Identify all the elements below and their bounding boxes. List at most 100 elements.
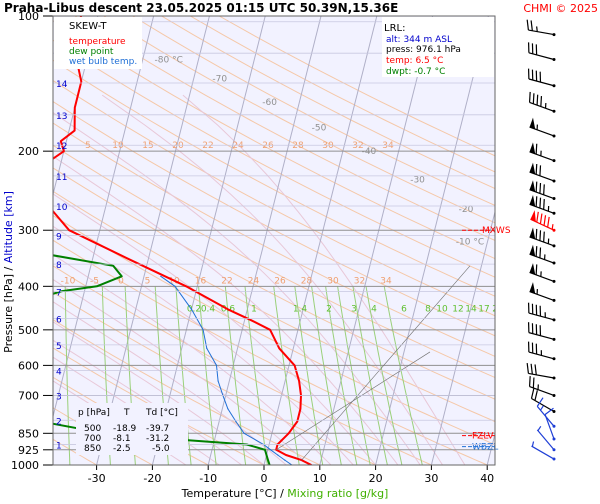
moist-adiabat-label: -80 °C xyxy=(155,56,183,66)
table-cell-p-700: 700 xyxy=(84,434,101,444)
wind-barb-station xyxy=(553,458,556,461)
legend-dew-point: dew point xyxy=(69,47,114,57)
table-cell-td-500: -39.7 xyxy=(146,424,169,434)
series-point xyxy=(284,460,285,461)
series-point xyxy=(69,230,70,231)
wind-barb-flag xyxy=(530,92,531,102)
pressure-tick-label: 850 xyxy=(18,427,39,440)
mixing-ratio-label: 1 xyxy=(251,305,257,315)
wind-barb-station xyxy=(553,299,556,302)
altitude-tick-label: 14 xyxy=(56,80,68,90)
theta-label: 34 xyxy=(382,141,394,151)
series-point xyxy=(267,460,268,461)
wind-barb-flag xyxy=(535,390,537,400)
pressure-tick-label: 500 xyxy=(18,324,39,337)
wind-barb-half-flag xyxy=(541,406,544,410)
panel-label: SKEW-T xyxy=(69,21,107,32)
wind-barb-station xyxy=(553,425,556,428)
series-point xyxy=(216,365,217,366)
pressure-tick-label: 300 xyxy=(18,224,39,237)
theta-label: -5 xyxy=(90,276,99,286)
series-point xyxy=(203,329,204,330)
table-header-t: T xyxy=(123,408,130,418)
theta-label: 10 xyxy=(112,141,124,151)
wind-barb-flag xyxy=(537,212,539,222)
wind-barb-flag xyxy=(536,264,537,274)
wind-barb-shaft xyxy=(530,237,554,246)
mixing-ratio-label: 2 xyxy=(326,305,332,315)
wind-barb-flag xyxy=(544,184,545,194)
theta-label: -10 xyxy=(61,276,76,286)
series-point xyxy=(270,449,271,450)
wind-barb-flag xyxy=(536,196,537,206)
altitude-tick-label: 4 xyxy=(56,368,62,378)
wind-barb xyxy=(530,163,556,183)
wind-barb xyxy=(530,210,555,232)
wind-barb xyxy=(530,282,556,302)
wind-barb xyxy=(527,20,555,36)
wind-barb-flag xyxy=(527,20,528,30)
temperature-tick-label: 30 xyxy=(424,472,438,485)
chart-title: Praha-Libus descent 23.05.2025 01:15 UTC… xyxy=(4,1,398,15)
wind-barb-station xyxy=(553,280,556,283)
series-point xyxy=(113,265,114,266)
temperature-tick-label: 40 xyxy=(480,472,494,485)
wind-barb xyxy=(537,398,555,428)
wind-barb-shaft xyxy=(530,254,554,263)
wind-barb-station xyxy=(553,376,556,379)
theta-label: 20 xyxy=(172,141,184,151)
temperature-tick-label: 0 xyxy=(261,472,268,485)
series-point xyxy=(74,130,75,131)
table-cell-td-700: -31.2 xyxy=(146,434,169,444)
wind-barb-station xyxy=(553,84,556,87)
wind-barb-station xyxy=(553,437,556,440)
wind-barb-flag xyxy=(541,96,542,106)
series-point xyxy=(74,107,75,108)
wind-barb-flag xyxy=(536,182,537,192)
theta-label: 30 xyxy=(327,276,339,286)
wind-barb-half-flag xyxy=(532,441,533,446)
theta-label: 22 xyxy=(202,141,213,151)
wind-barb-shaft xyxy=(531,446,554,459)
wind-barb-flag xyxy=(540,230,541,240)
altitude-tick-label: 13 xyxy=(56,112,67,122)
marker-label-mxws: MXWS xyxy=(482,226,511,236)
theta-label: 32 xyxy=(354,276,365,286)
wind-barb-flag xyxy=(531,20,532,30)
credit-text: CHMI © 2025 xyxy=(523,2,598,15)
moist-adiabat-label: -30 xyxy=(410,176,425,186)
series-point xyxy=(96,286,97,287)
levels-table: p [hPa] T Td [°C] 500 -18.9 -39.7 700 -8… xyxy=(76,403,188,455)
wind-barb-flag xyxy=(540,198,541,208)
series-point xyxy=(191,309,192,310)
series-point xyxy=(206,348,207,349)
wind-barb-shaft xyxy=(530,172,554,181)
wind-barb xyxy=(529,322,556,341)
wind-barb-flag xyxy=(533,93,534,103)
altitude-tick-label: 11 xyxy=(56,173,67,183)
wind-barb-flag xyxy=(540,247,541,257)
mixing-ratio-label: 20 xyxy=(492,305,504,315)
wind-barb xyxy=(531,441,555,460)
wind-barb-station xyxy=(553,58,556,61)
wind-barb xyxy=(529,69,556,88)
wind-barb-station xyxy=(553,410,556,413)
mixing-ratio-label: 14 xyxy=(465,305,477,315)
series-point xyxy=(277,454,278,455)
altitude-tick-label: 5 xyxy=(56,342,62,352)
wind-barb xyxy=(530,180,556,200)
series-point xyxy=(186,286,187,287)
wind-barb xyxy=(530,376,556,397)
series-point xyxy=(264,449,265,450)
altitude-tick-label: 10 xyxy=(56,203,68,213)
wind-barb-station xyxy=(553,318,556,321)
wind-barb-flag xyxy=(527,363,528,373)
temperature-tick-label: 10 xyxy=(313,472,327,485)
series-point xyxy=(33,182,34,183)
series-point xyxy=(38,298,39,299)
wind-barb xyxy=(529,42,556,61)
wind-barb-flag xyxy=(533,378,534,388)
altitude-tick-label: 3 xyxy=(56,392,62,402)
wind-barb-flag xyxy=(531,388,533,398)
mixing-ratio-label: 12 xyxy=(452,305,463,315)
